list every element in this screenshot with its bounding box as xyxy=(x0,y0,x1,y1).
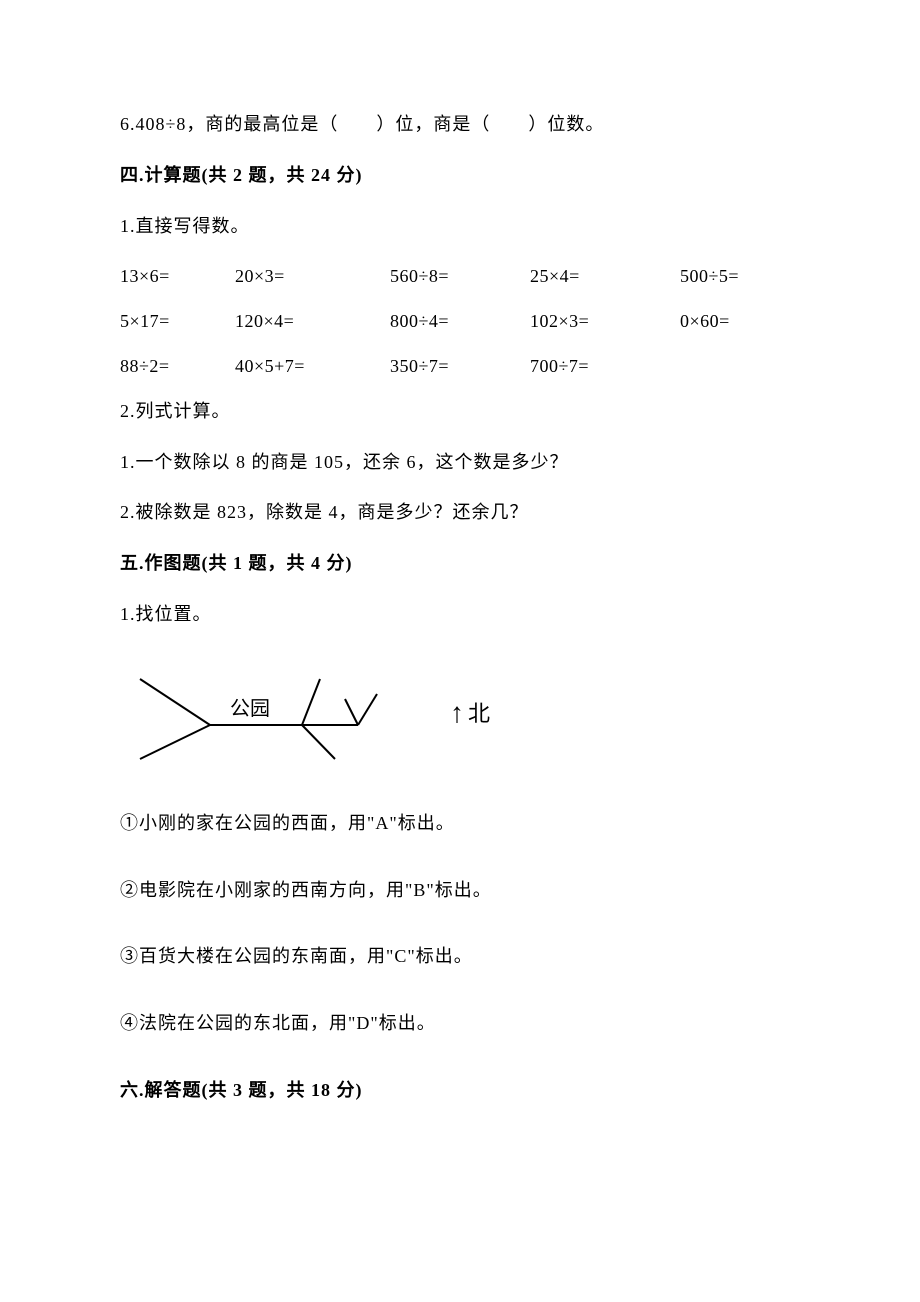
eq-cell: 350÷7= xyxy=(390,352,530,381)
section-4-q2-sub2: 2.被除数是 823，除数是 4，商是多少？还余几？ xyxy=(120,498,800,527)
eq-cell: 500÷5= xyxy=(680,262,800,291)
eq-cell: 20×3= xyxy=(235,262,390,291)
section-5-sub2: ②电影院在小刚家的西南方向，用"B"标出。 xyxy=(120,876,800,905)
eq-cell xyxy=(680,352,800,381)
section-4-heading: 四.计算题(共 2 题，共 24 分) xyxy=(120,161,800,190)
section-6-heading: 六.解答题(共 3 题，共 18 分) xyxy=(120,1076,800,1105)
equation-row-2: 5×17= 120×4= 800÷4= 102×3= 0×60= xyxy=(120,307,800,336)
section-5-sub1: ①小刚的家在公园的西面，用"A"标出。 xyxy=(120,809,800,838)
eq-cell: 5×17= xyxy=(120,307,235,336)
equation-row-1: 13×6= 20×3= 560÷8= 25×4= 500÷5= xyxy=(120,262,800,291)
section-4-q1: 1.直接写得数。 xyxy=(120,212,800,241)
eq-cell: 700÷7= xyxy=(530,352,680,381)
svg-text:公园: 公园 xyxy=(230,698,270,720)
eq-cell: 88÷2= xyxy=(120,352,235,381)
section-5-sub3: ③百货大楼在公园的东南面，用"C"标出。 xyxy=(120,942,800,971)
eq-cell: 0×60= xyxy=(680,307,800,336)
park-diagram: 公园 xyxy=(120,659,380,769)
section-4-q2-heading: 2.列式计算。 xyxy=(120,397,800,426)
section-5-sub4: ④法院在公园的东北面，用"D"标出。 xyxy=(120,1009,800,1038)
section-5-heading: 五.作图题(共 1 题，共 4 分) xyxy=(120,549,800,578)
north-indicator: ↑ 北 xyxy=(450,696,490,731)
eq-cell: 13×6= xyxy=(120,262,235,291)
north-arrow-icon: ↑ xyxy=(450,700,464,728)
eq-cell: 800÷4= xyxy=(390,307,530,336)
section-5-q1: 1.找位置。 xyxy=(120,600,800,629)
eq-cell: 25×4= xyxy=(530,262,680,291)
equation-row-3: 88÷2= 40×5+7= 350÷7= 700÷7= xyxy=(120,352,800,381)
eq-cell: 102×3= xyxy=(530,307,680,336)
section-4-q2-sub1: 1.一个数除以 8 的商是 105，还余 6，这个数是多少？ xyxy=(120,448,800,477)
north-label: 北 xyxy=(468,696,490,731)
eq-cell: 120×4= xyxy=(235,307,390,336)
diagram-container: 公园 ↑ 北 xyxy=(120,659,800,769)
question-6: 6.408÷8，商的最高位是（ ）位，商是（ ）位数。 xyxy=(120,110,800,139)
eq-cell: 560÷8= xyxy=(390,262,530,291)
eq-cell: 40×5+7= xyxy=(235,352,390,381)
